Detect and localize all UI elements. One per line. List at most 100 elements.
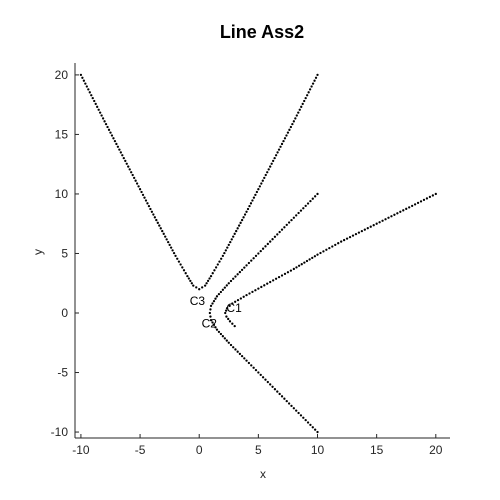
data-point: [221, 335, 225, 338]
data-point: [81, 76, 84, 79]
data-point: [292, 407, 295, 410]
data-point: [234, 275, 237, 278]
data-point: [153, 216, 157, 219]
data-point: [271, 238, 274, 241]
data-point: [272, 159, 275, 163]
data-point: [331, 245, 334, 248]
data-point: [217, 293, 221, 296]
data-point: [214, 297, 217, 300]
data-point: [255, 190, 259, 194]
data-point: [301, 102, 304, 106]
data-point: [233, 232, 236, 235]
data-point: [245, 264, 248, 267]
data-point: [303, 99, 306, 103]
data-point: [304, 96, 307, 100]
data-point: [393, 213, 396, 216]
data-point: [311, 426, 314, 429]
data-point: [384, 218, 387, 221]
data-point: [137, 185, 140, 188]
data-point: [229, 343, 233, 347]
data-point: [208, 277, 211, 280]
data-point: [251, 199, 254, 202]
data-point: [283, 137, 287, 140]
data-point: [261, 376, 265, 379]
data-point: [209, 274, 213, 278]
data-point: [286, 131, 290, 134]
data-point: [378, 221, 381, 224]
data-point: [366, 227, 369, 230]
data-point: [405, 207, 408, 210]
data-point: [219, 332, 223, 336]
data-point: [294, 117, 297, 120]
data-point: [88, 91, 91, 94]
data-point: [322, 250, 325, 253]
data-point: [304, 204, 307, 208]
data-point: [165, 238, 168, 241]
data-point: [133, 176, 136, 180]
data-point: [103, 120, 106, 123]
data-point: [314, 76, 318, 79]
data-point: [277, 148, 281, 151]
data-point: [143, 196, 146, 199]
data-point: [298, 108, 301, 111]
data-point: [309, 423, 312, 427]
data-point: [387, 216, 390, 219]
data-point: [310, 85, 313, 88]
data-point: [264, 245, 267, 248]
data-point: [316, 192, 319, 196]
curve-label-c2: C2: [202, 317, 218, 331]
data-point: [260, 285, 263, 289]
data-point: [304, 418, 307, 422]
data-point: [264, 378, 267, 381]
data-point: [167, 240, 170, 244]
data-point: [221, 254, 225, 258]
data-point: [230, 238, 233, 241]
data-point: [311, 256, 314, 259]
data-point: [279, 145, 282, 148]
data-point: [313, 428, 317, 431]
data-point: [169, 246, 173, 249]
data-point: [257, 371, 260, 374]
data-point: [263, 284, 266, 287]
data-point: [360, 230, 364, 233]
data-point: [316, 430, 319, 434]
data-point: [269, 383, 272, 386]
data-point: [337, 242, 340, 245]
data-point: [278, 392, 281, 396]
data-point: [306, 94, 309, 97]
data-point: [283, 397, 286, 400]
data-point: [280, 228, 284, 231]
data-point: [195, 286, 198, 289]
data-point: [295, 214, 298, 217]
data-point: [408, 206, 411, 209]
data-point: [171, 249, 174, 252]
data-point: [299, 209, 303, 212]
data-point: [257, 287, 260, 290]
data-point: [218, 260, 221, 263]
data-point: [303, 261, 306, 264]
data-point: [119, 151, 122, 154]
data-point: [127, 165, 130, 168]
data-point: [305, 259, 309, 263]
data-point: [229, 279, 233, 283]
data-point: [266, 380, 269, 384]
data-point: [270, 162, 273, 165]
data-point: [206, 279, 210, 283]
data-point: [130, 171, 133, 174]
data-point: [316, 73, 319, 77]
data-point: [245, 359, 248, 362]
data-point: [214, 326, 217, 329]
data-point: [223, 251, 226, 255]
data-point: [295, 266, 298, 269]
data-point: [250, 259, 253, 262]
data-point: [182, 269, 186, 272]
data-point: [236, 273, 239, 276]
y-tick-label: 0: [61, 306, 68, 320]
data-point: [282, 139, 285, 143]
chart-title: Line Ass2: [220, 22, 304, 42]
data-point: [257, 252, 260, 255]
data-point: [319, 251, 322, 255]
data-point: [228, 320, 232, 323]
data-point: [266, 282, 269, 285]
data-point: [181, 266, 184, 269]
